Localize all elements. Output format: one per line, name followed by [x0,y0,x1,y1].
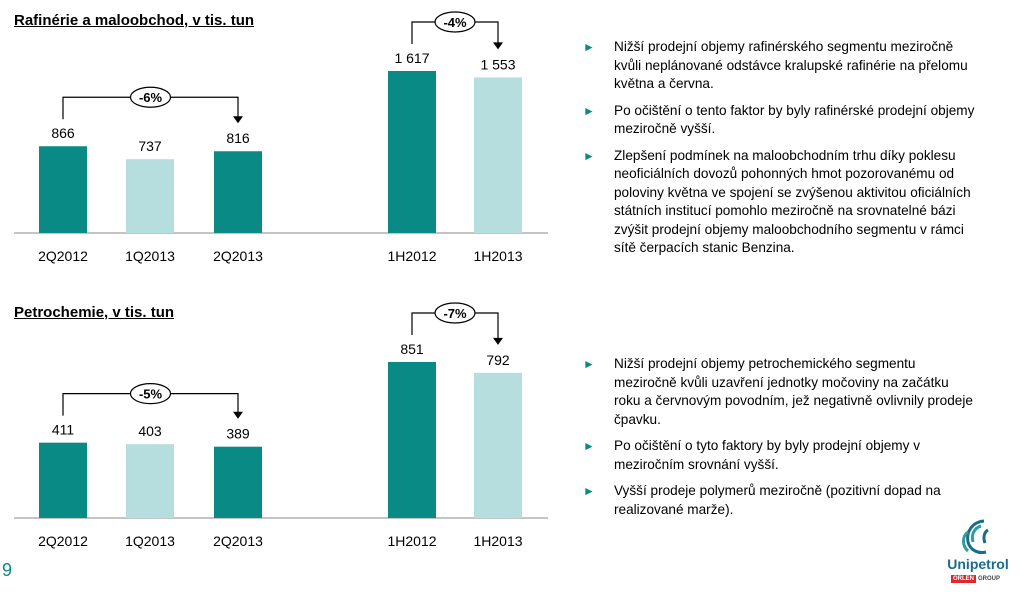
company-logo: Unipetrol ORLEN GROUP [938,518,1018,588]
bullet-item: ► Po očištění o tento faktor by byly rafi… [583,102,978,139]
data-label: 403 [138,423,162,439]
bullet-list-refinery: ► Nižší prodejní objemy rafinérského segm… [583,38,978,266]
triangle-right-icon: ► [583,40,595,54]
bar [474,372,522,518]
bullet-text: Vyšší prodeje polymerů meziročně (poziti… [614,483,941,517]
page-number: 9 [2,560,13,580]
bar-chart-refinery: 866 2Q2012 737 1Q2013 816 2Q2013 -6% 1 617 1H201… [14,11,548,264]
change-badge [434,11,476,33]
change-badge [129,383,172,405]
data-label: 816 [226,130,250,146]
bar [388,71,436,233]
bullet-text: Po očištění o tyto faktory by byly prode… [614,438,921,472]
data-label: 737 [138,138,162,154]
change-label: -6% [139,90,163,105]
arrow-down-icon [493,42,503,50]
bar [474,77,522,234]
category-label: 1H2012 [387,248,436,264]
triangle-right-icon: ► [583,103,595,118]
bar [388,362,436,518]
category-label: 2Q2013 [213,248,263,264]
triangle-right-icon: ► [583,484,595,498]
bullet-list-petrochem: ► Nižší prodejní objemy petrochemického s… [583,355,978,527]
category-label: 1H2013 [473,248,522,264]
change-label: -5% [139,387,163,402]
orlen-group-badge: ORLEN GROUP [951,575,1000,583]
bullet-item: ► Vyšší prodeje polymerů meziročně (pozit… [583,482,978,519]
bar [126,159,174,233]
bullet-item: ► Po očištění o tyto faktory by byly prod… [583,437,978,474]
bar [126,444,174,518]
bar [214,446,262,518]
change-label: -7% [443,306,467,321]
category-label: 1H2013 [473,533,522,549]
bar [214,151,262,233]
category-label: 1H2012 [387,533,436,549]
data-label: 851 [400,341,424,357]
arrow-down-icon [233,116,243,124]
data-label: 411 [52,422,75,438]
bar-chart-petrochem: 411 2Q2012 403 1Q2013 389 2Q2013 -5% 851 1H2012 7… [14,302,548,549]
bullet-text: Po očištění o tento faktor by byly rafin… [614,102,975,137]
category-label: 2Q2013 [213,533,263,549]
category-label: 2Q2012 [38,533,88,549]
chart-title-refinery: Rafinérie a maloobchod, v tis. tun [14,12,255,29]
unipetrol-drop-icon [962,519,989,554]
change-badge [434,302,476,324]
change-label: -4% [443,15,467,30]
data-label: 792 [486,352,510,368]
bullet-text: Zlepšení podmínek na maloobchodním trhu … [614,147,971,256]
data-label: 866 [51,125,75,141]
arrow-down-icon [233,411,243,419]
bullet-item: ► Nižší prodejní objemy rafinérského segm… [583,38,978,94]
chart-title-petrochem: Petrochemie, v tis. tun [14,304,175,321]
bullet-text: Nižší prodejní objemy petrochemického se… [614,356,973,427]
bullet-text: Nižší prodejní objemy rafinérského segme… [614,39,968,91]
bullet-item: ► Zlepšení podmínek na maloobchodním trhu… [583,147,978,258]
category-label: 2Q2012 [38,248,88,264]
category-label: 1Q2013 [125,533,175,549]
bar [39,442,87,518]
logo-text: Unipetrol [947,556,1009,572]
triangle-right-icon: ► [583,148,595,163]
arrow-down-icon [493,337,503,345]
bullet-item: ► Nižší prodejní objemy petrochemického s… [583,355,978,429]
orlen-label: ORLEN [951,575,976,583]
category-label: 1Q2013 [125,248,175,264]
data-label: 1 553 [480,56,515,72]
data-label: 1 617 [394,50,429,66]
group-label: GROUP [978,576,1001,582]
data-label: 389 [226,426,250,442]
triangle-right-icon: ► [583,439,595,453]
triangle-right-icon: ► [583,357,595,371]
change-badge [129,86,172,108]
bar [39,146,87,233]
